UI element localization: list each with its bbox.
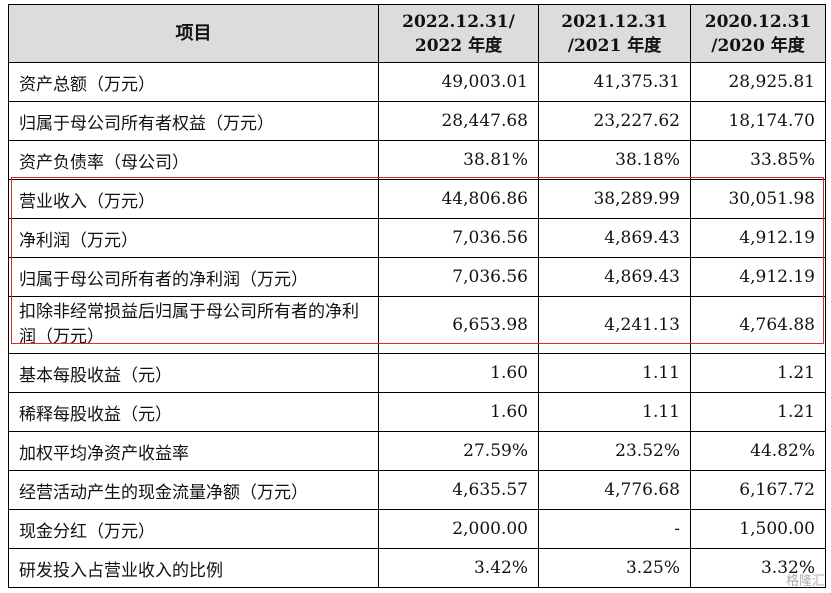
value-2022: 4,635.57 [378,470,539,510]
value-2022: 1.60 [378,392,539,432]
value-2022: 2,000.00 [378,509,539,549]
value-2020: 4,912.19 [690,257,826,297]
header-2021: 2021.12.31 /2021 年度 [538,4,691,63]
header-item-label: 项目 [175,22,212,44]
table-row: 营业收入（万元） 44,806.86 38,289.99 30,051.98 [8,179,826,219]
value-2022: 1.60 [378,353,539,393]
value-2020: 6,167.72 [690,470,826,510]
row-label: 资产总额（万元） [8,62,379,102]
value-2020: 30,051.98 [690,179,826,219]
watermark: 格隆汇 [785,574,825,589]
row-label: 研发投入占营业收入的比例 [8,548,379,588]
table-row: 归属于母公司所有者权益（万元） 28,447.68 23,227.62 18,1… [8,101,826,141]
table-row: 经营活动产生的现金流量净额（万元） 4,635.57 4,776.68 6,16… [8,470,826,510]
value-2021: 23,227.62 [538,101,691,141]
value-2020: 1.21 [690,353,826,393]
header-2021-line1: 2021.12.31 [561,11,668,32]
value-2022: 6,653.98 [378,296,539,354]
table-row: 现金分红（万元） 2,000.00 - 1,500.00 [8,509,826,549]
table-row: 扣除非经常损益后归属于母公司所有者的净利润（万元） 6,653.98 4,241… [8,296,826,354]
value-2022: 3.42% [378,548,539,588]
header-2022: 2022.12.31/ 2022 年度 [378,4,539,63]
value-2021: 38,289.99 [538,179,691,219]
row-label: 经营活动产生的现金流量净额（万元） [8,470,379,510]
value-2020: 44.82% [690,431,826,471]
row-label: 稀释每股收益（元） [8,392,379,432]
value-2022: 38.81% [378,140,539,180]
row-label: 归属于母公司所有者的净利润（万元） [8,257,379,297]
header-2021-line2: /2021 年度 [567,35,662,56]
value-2021: 4,869.43 [538,257,691,297]
value-2020: 4,764.88 [690,296,826,354]
header-2020: 2020.12.31 /2020 年度 [690,4,826,63]
value-2020: 1.21 [690,392,826,432]
header-2022-line1: 2022.12.31/ [402,11,515,32]
value-2021: 4,776.68 [538,470,691,510]
value-2020: 1,500.00 [690,509,826,549]
value-2021: 4,869.43 [538,218,691,258]
header-item: 项目 [8,4,379,63]
financial-data-table: 项目 2022.12.31/ 2022 年度 2021.12.31 /2021 … [8,4,826,588]
table-row: 净利润（万元） 7,036.56 4,869.43 4,912.19 [8,218,826,258]
row-label: 归属于母公司所有者权益（万元） [8,101,379,141]
value-2021: 1.11 [538,353,691,393]
table-row: 稀释每股收益（元） 1.60 1.11 1.21 [8,392,826,432]
value-2021: 38.18% [538,140,691,180]
value-2020: 18,174.70 [690,101,826,141]
value-2020: 3.32% [690,548,826,588]
value-2022: 49,003.01 [378,62,539,102]
value-2021: - [538,509,691,549]
table-row: 资产总额（万元） 49,003.01 41,375.31 28,925.81 [8,62,826,102]
header-2020-line2: /2020 年度 [711,35,805,56]
row-label: 净利润（万元） [8,218,379,258]
value-2020: 33.85% [690,140,826,180]
table-row: 归属于母公司所有者的净利润（万元） 7,036.56 4,869.43 4,91… [8,257,826,297]
value-2021: 1.11 [538,392,691,432]
header-2022-line2: 2022 年度 [414,35,503,56]
value-2021: 4,241.13 [538,296,691,354]
value-2022: 7,036.56 [378,218,539,258]
value-2022: 27.59% [378,431,539,471]
row-label: 现金分红（万元） [8,509,379,549]
table-header-row: 项目 2022.12.31/ 2022 年度 2021.12.31 /2021 … [8,4,826,63]
value-2020: 4,912.19 [690,218,826,258]
header-2020-line1: 2020.12.31 [704,11,812,32]
value-2021: 41,375.31 [538,62,691,102]
table-row: 研发投入占营业收入的比例 3.42% 3.25% 3.32% [8,548,826,588]
row-label: 营业收入（万元） [8,179,379,219]
value-2022: 44,806.86 [378,179,539,219]
row-label: 资产负债率（母公司） [8,140,379,180]
table-row: 资产负债率（母公司） 38.81% 38.18% 33.85% [8,140,826,180]
value-2020: 28,925.81 [690,62,826,102]
table-row: 基本每股收益（元） 1.60 1.11 1.21 [8,353,826,393]
value-2021: 23.52% [538,431,691,471]
table-row: 加权平均净资产收益率 27.59% 23.52% 44.82% [8,431,826,471]
row-label: 加权平均净资产收益率 [8,431,379,471]
row-label: 扣除非经常损益后归属于母公司所有者的净利润（万元） [8,296,379,354]
value-2022: 7,036.56 [378,257,539,297]
row-label: 基本每股收益（元） [8,353,379,393]
value-2021: 3.25% [538,548,691,588]
value-2022: 28,447.68 [378,101,539,141]
